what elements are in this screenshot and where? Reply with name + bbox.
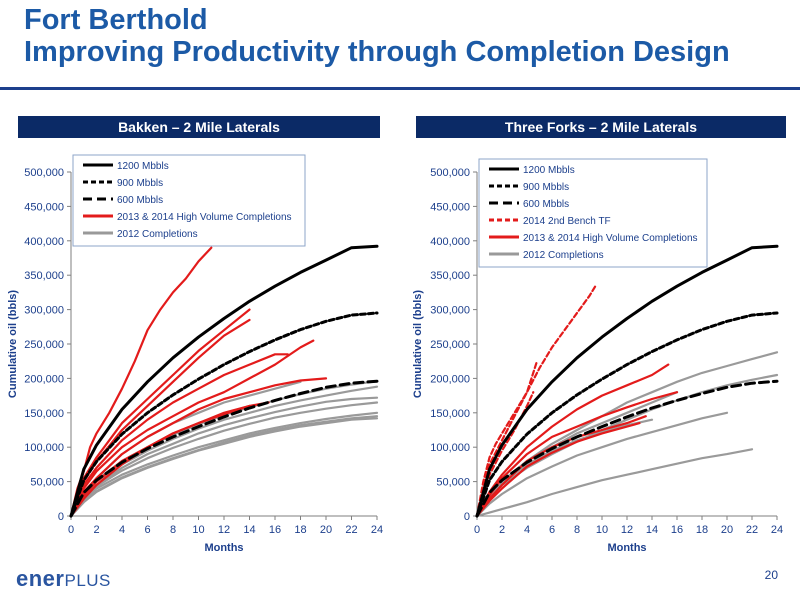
x-tick-label: 22: [746, 524, 758, 536]
x-tick-label: 2: [93, 524, 99, 536]
y-tick-label: 0: [58, 511, 64, 523]
legend-label: 2014 2nd Bench TF: [523, 216, 611, 227]
x-tick-label: 0: [474, 524, 480, 536]
series-2012-completions: [69, 411, 379, 518]
type-curve-1200-mbbls: [475, 244, 779, 518]
chart-1: 0 2 4 6 8 10 12 14 16 18 20 22 24050,000100,000150,0…: [412, 158, 783, 554]
y-tick-label: 150,000: [430, 408, 470, 420]
y-tick-label: 400,000: [24, 236, 64, 248]
legend-label: 900 Mbbls: [117, 178, 163, 189]
x-tick-label: 12: [621, 524, 633, 536]
enerplus-logo: enerPLUS: [16, 566, 111, 592]
logo-accent: PLUS: [64, 571, 111, 590]
x-tick-label: 4: [119, 524, 125, 536]
x-tick-label: 10: [596, 524, 608, 536]
x-tick-label: 24: [371, 524, 383, 536]
x-tick-label: 8: [574, 524, 580, 536]
x-tick-label: 2: [499, 524, 505, 536]
series-2012-completions: [475, 448, 754, 518]
y-tick-label: 500,000: [430, 167, 470, 179]
x-tick-label: 16: [269, 524, 281, 536]
y-axis-label: Cumulative oil (bbls): [412, 290, 424, 399]
series-2012-completions: [69, 417, 379, 518]
x-tick-label: 12: [218, 524, 230, 536]
x-tick-label: 20: [320, 524, 332, 536]
series-high-volume-completion: [69, 339, 315, 518]
x-tick-label: 18: [294, 524, 306, 536]
x-tick-label: 8: [170, 524, 176, 536]
y-tick-label: 250,000: [430, 339, 470, 351]
x-tick-label: 14: [646, 524, 658, 536]
x-tick-label: 24: [771, 524, 783, 536]
y-tick-label: 200,000: [24, 373, 64, 385]
y-tick-label: 500,000: [24, 167, 64, 179]
x-axis-label: Months: [607, 542, 646, 554]
legend-label: 2012 Completions: [523, 250, 604, 261]
x-tick-label: 6: [549, 524, 555, 536]
bakken-panel-header: Bakken – 2 Mile Laterals: [18, 116, 380, 138]
series-2nd-bench-tf: [475, 284, 597, 518]
x-tick-label: 4: [524, 524, 530, 536]
y-tick-label: 150,000: [24, 408, 64, 420]
legend-label: 1200 Mbbls: [523, 165, 575, 176]
series-2012-completions: [475, 411, 729, 518]
y-tick-label: 50,000: [436, 477, 470, 489]
series-high-volume-completion: [475, 422, 641, 518]
series-2012-completions: [69, 401, 379, 518]
type-curve-1200-mbbls: [69, 244, 379, 518]
slide-title-line1: Fort Berthold: [24, 4, 208, 36]
legend-label: 2013 & 2014 High Volume Completions: [523, 233, 698, 244]
legend-box: [478, 158, 708, 268]
page-number: 20: [764, 568, 778, 582]
series-2nd-bench-tf: [475, 360, 539, 518]
y-tick-label: 400,000: [430, 236, 470, 248]
y-tick-label: 100,000: [430, 442, 470, 454]
type-curve-900-mbbls: [475, 311, 779, 518]
series-high-volume-completion: [69, 353, 289, 518]
title-block: Fort Berthold Improving Productivity thr…: [24, 4, 794, 68]
y-axis-label: Cumulative oil (bbls): [7, 290, 19, 399]
type-curve-900-mbbls: [69, 311, 379, 518]
y-tick-label: 0: [464, 511, 470, 523]
legend-label: 2012 Completions: [117, 229, 198, 240]
x-tick-label: 0: [68, 524, 74, 536]
slide-title-line2: Improving Productivity through Completio…: [24, 36, 730, 68]
y-tick-label: 450,000: [24, 201, 64, 213]
chart-0: 0 2 4 6 8 10 12 14 16 18 20 22 24050,000100,000150,0…: [7, 154, 383, 554]
y-tick-label: 300,000: [430, 305, 470, 317]
series-high-volume-completion: [475, 363, 670, 518]
x-tick-label: 6: [144, 524, 150, 536]
series-2012-completions: [475, 418, 654, 518]
y-tick-label: 250,000: [24, 339, 64, 351]
title-divider: [0, 87, 800, 90]
x-tick-label: 10: [192, 524, 204, 536]
y-tick-label: 50,000: [30, 477, 64, 489]
threeforks-panel-header: Three Forks – 2 Mile Laterals: [416, 116, 786, 138]
x-tick-label: 16: [671, 524, 683, 536]
y-tick-label: 450,000: [430, 201, 470, 213]
y-tick-label: 350,000: [430, 270, 470, 282]
y-tick-label: 100,000: [24, 442, 64, 454]
y-tick-label: 200,000: [430, 373, 470, 385]
x-tick-label: 18: [696, 524, 708, 536]
x-tick-label: 22: [345, 524, 357, 536]
logo-main: ener: [16, 566, 65, 591]
y-tick-label: 350,000: [24, 270, 64, 282]
type-curve-600-mbbls: [475, 379, 779, 518]
legend-label: 600 Mbbls: [523, 199, 569, 210]
y-tick-label: 300,000: [24, 305, 64, 317]
legend-label: 1200 Mbbls: [117, 161, 169, 172]
x-axis-label: Months: [204, 542, 243, 554]
x-tick-label: 20: [721, 524, 733, 536]
series-2012-completions: [475, 373, 779, 518]
legend-label: 2013 & 2014 High Volume Completions: [117, 212, 292, 223]
x-tick-label: 14: [243, 524, 255, 536]
type-curve-600-mbbls: [69, 379, 379, 518]
legend-label: 900 Mbbls: [523, 182, 569, 193]
series-2012-completions: [475, 351, 779, 518]
legend-label: 600 Mbbls: [117, 195, 163, 206]
